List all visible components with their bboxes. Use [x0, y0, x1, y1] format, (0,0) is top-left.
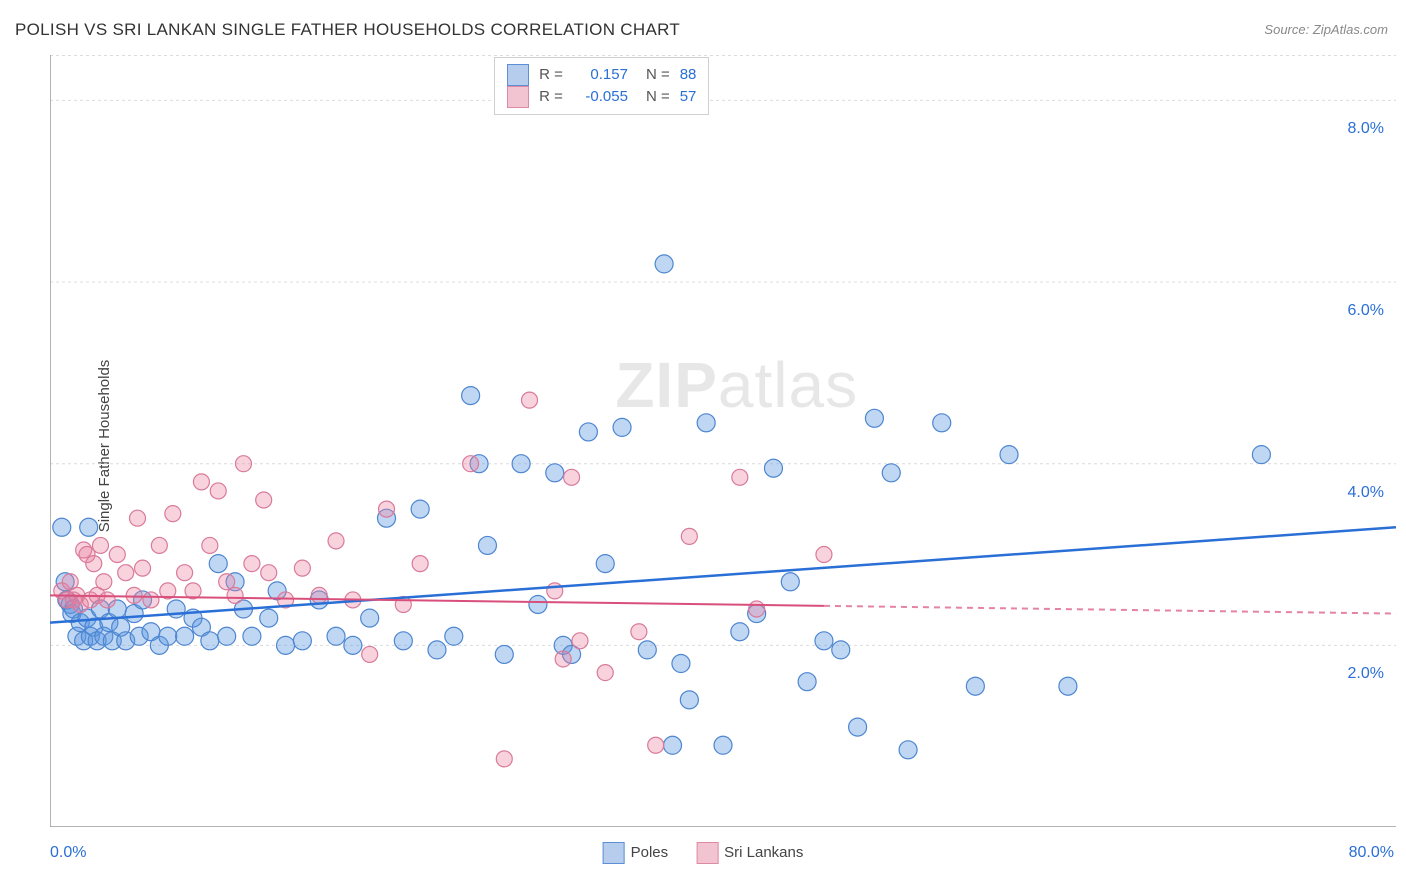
- legend-item: Sri Lankans: [696, 842, 803, 864]
- series-legend: Poles Sri Lankans: [603, 842, 804, 864]
- x-axis-min-label: 0.0%: [50, 844, 86, 862]
- y-tick-label: 8.0%: [1348, 120, 1384, 138]
- source-label: Source: ZipAtlas.com: [1264, 22, 1388, 37]
- chart-title: POLISH VS SRI LANKAN SINGLE FATHER HOUSE…: [15, 20, 680, 40]
- y-tick-label: 4.0%: [1348, 484, 1384, 502]
- y-tick-label: 6.0%: [1348, 302, 1384, 320]
- corr-legend-row: R =0.157N =88: [507, 64, 696, 86]
- correlation-legend: R =0.157N =88R =-0.055N =57: [494, 57, 709, 115]
- legend-item: Poles: [603, 842, 669, 864]
- x-axis-max-label: 80.0%: [1349, 844, 1394, 862]
- corr-legend-row: R =-0.055N =57: [507, 86, 696, 108]
- plot-area: ZIPatlas R =0.157N =88R =-0.055N =57 2.0…: [50, 55, 1396, 827]
- y-tick-label: 2.0%: [1348, 665, 1384, 683]
- scatter-svg: [50, 55, 1396, 827]
